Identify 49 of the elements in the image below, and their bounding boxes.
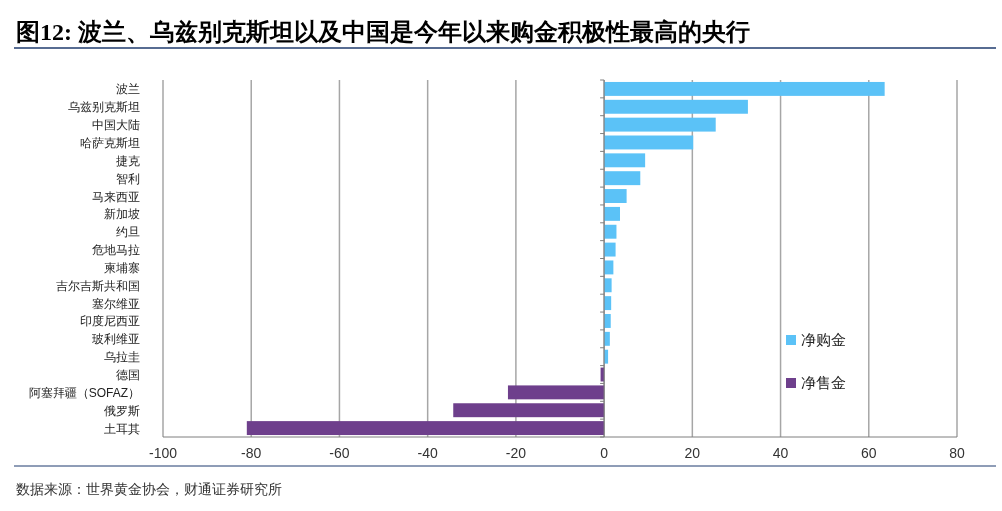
bar [604, 171, 641, 186]
y-tick-label: 柬埔寨 [104, 260, 140, 275]
y-tick-label: 玻利维亚 [92, 332, 140, 347]
bar [604, 99, 748, 114]
bar [604, 278, 612, 293]
y-tick-label: 波兰 [116, 82, 140, 97]
x-tick-label: 80 [949, 445, 965, 461]
legend-label: 净售金 [801, 374, 846, 391]
y-tick-label: 危地马拉 [92, 243, 140, 258]
x-tick-label: 60 [860, 445, 877, 461]
y-tick-label: 阿塞拜疆（SOFAZ） [28, 385, 140, 400]
y-tick-label: 中国大陆 [92, 118, 140, 133]
bar [604, 117, 716, 132]
y-tick-label: 德国 [116, 368, 140, 383]
x-tick-label: -100 [148, 445, 178, 461]
bar [604, 224, 617, 239]
x-tick-label: 20 [684, 445, 701, 461]
y-tick-label: 马来西亚 [92, 189, 140, 204]
x-tick-label: -80 [241, 445, 262, 461]
bar [604, 206, 620, 221]
legend-label: 净购金 [801, 331, 846, 348]
bar [507, 385, 605, 400]
bar [604, 242, 616, 257]
chart-title: 图12: 波兰、乌兹别克斯坦以及中国是今年以来购金积极性最高的央行 [16, 18, 750, 45]
x-tick-label: -40 [417, 445, 438, 461]
y-tick-label: 智利 [116, 171, 140, 186]
y-tick-label: 吉尔吉斯共和国 [56, 278, 140, 293]
y-tick-label: 俄罗斯 [104, 403, 140, 418]
bar [604, 314, 611, 328]
bar [453, 403, 605, 418]
y-tick-label: 捷克 [116, 153, 140, 168]
y-tick-label: 乌拉圭 [104, 350, 140, 365]
bar [604, 135, 694, 150]
x-tick-label: -20 [505, 445, 527, 461]
y-tick-label: 塞尔维亚 [92, 296, 140, 311]
y-tick-label: 约旦 [116, 225, 140, 240]
x-tick-label: -60 [329, 445, 350, 461]
bar [604, 189, 627, 203]
bar [604, 153, 646, 168]
y-tick-label: 新加坡 [104, 207, 140, 222]
x-tick-label: 40 [772, 445, 789, 461]
y-tick-label: 哈萨克斯坦 [80, 135, 140, 150]
x-tick-label: 0 [600, 445, 609, 461]
y-tick-label: 乌兹别克斯坦 [68, 100, 140, 115]
bar [246, 421, 605, 436]
source-note: 数据来源：世界黄金协会，财通证券研究所 [16, 481, 282, 497]
y-tick-label: 印度尼西亚 [80, 314, 140, 329]
bar [604, 81, 885, 96]
y-tick-label: 土耳其 [104, 421, 140, 436]
